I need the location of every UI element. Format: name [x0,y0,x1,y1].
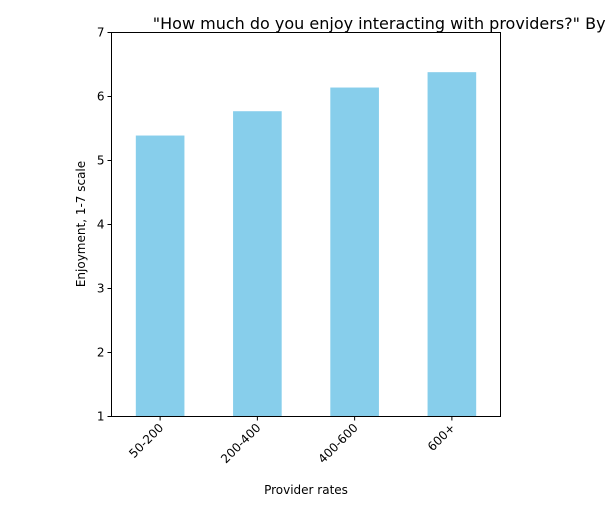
x-tick-label: 600+ [425,421,458,454]
y-tick-label: 4 [97,218,105,232]
plot-frame [111,32,501,417]
x-tick-label: 50-200 [126,421,166,461]
x-axis-label: Provider rates [264,483,348,497]
y-axis-ticks: 1 2 3 4 5 6 7 [97,26,112,424]
bars-group [135,72,477,417]
y-tick-label: 2 [97,346,105,360]
y-tick-label: 5 [97,154,105,168]
y-tick-label: 7 [97,26,105,40]
bar-400-600 [330,87,379,417]
x-tick-label: 400-600 [315,421,360,466]
x-tick-label: 200-400 [218,421,263,466]
y-axis-label: Enjoyment, 1-7 scale [74,161,88,287]
bar-200-400 [233,111,282,417]
x-axis-ticks: 50-200 200-400 400-600 600+ [126,416,458,466]
bar-50-200 [135,135,185,417]
chart-title: "How much do you enjoy interacting with … [153,14,612,33]
y-tick-label: 1 [97,410,105,424]
y-tick-label: 6 [97,90,105,104]
y-tick-label: 3 [97,282,105,296]
bar-600+ [427,72,477,417]
